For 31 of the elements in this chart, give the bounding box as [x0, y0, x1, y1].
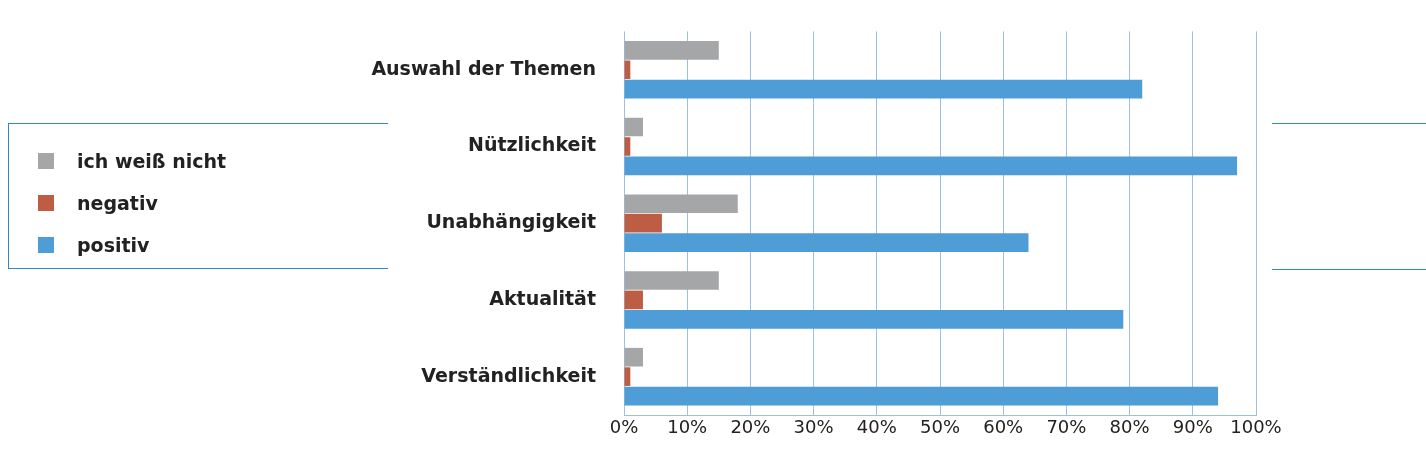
x-tick-label: 100%	[1230, 416, 1282, 438]
x-tick-label: 70%	[1046, 416, 1087, 438]
y-tick-label: Auswahl der Themen	[371, 56, 596, 79]
y-tick-label: Unabhängigkeit	[426, 210, 596, 233]
y-tick-label: Aktualität	[489, 286, 596, 309]
bar	[624, 271, 719, 290]
legend-label: negativ	[77, 192, 158, 214]
x-tick-label: 60%	[983, 416, 1024, 438]
y-tick-label: Nützlichkeit	[468, 133, 596, 156]
x-tick-label: 30%	[793, 416, 834, 438]
bar	[624, 213, 662, 233]
x-tick-label: 40%	[856, 416, 897, 438]
legend-label: positiv	[77, 234, 150, 256]
bar	[624, 386, 1219, 406]
bar	[624, 41, 719, 60]
x-tick-label: 0%	[609, 416, 639, 438]
y-tick-label: Verständlichkeit	[421, 363, 596, 386]
bar	[624, 156, 1238, 176]
x-tick-label: 50%	[919, 416, 961, 438]
bar	[624, 233, 1029, 252]
bar	[624, 117, 643, 137]
bar	[624, 310, 1124, 329]
x-tick-label: 80%	[1109, 416, 1150, 438]
bar	[624, 79, 1143, 99]
legend-label: ich weiß nicht	[77, 150, 227, 172]
bar	[624, 347, 643, 367]
bar	[624, 290, 643, 310]
x-tick-label: 10%	[667, 416, 708, 438]
x-tick-label: 90%	[1172, 416, 1213, 438]
bar	[624, 194, 738, 214]
x-tick-label: 20%	[730, 416, 771, 438]
